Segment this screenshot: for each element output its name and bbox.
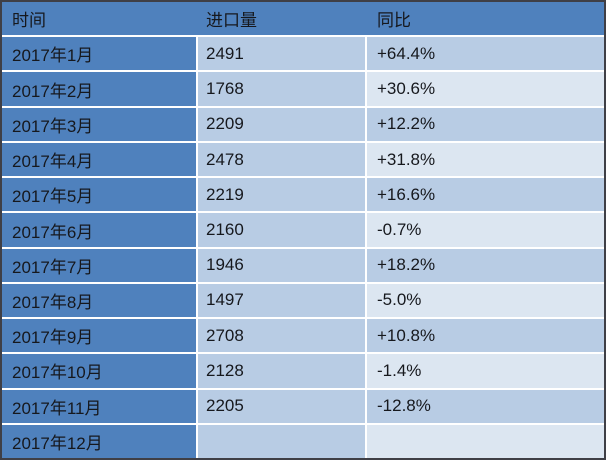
volume-cell: 2209 bbox=[198, 107, 365, 141]
time-cell: 2017年12月 bbox=[2, 424, 196, 459]
volume-cell: 2478 bbox=[198, 142, 365, 177]
time-cell: 2017年7月 bbox=[2, 248, 196, 282]
time-cell: 2017年2月 bbox=[2, 72, 196, 106]
yoy-cell: +18.2% bbox=[367, 248, 604, 282]
time-cell: 2017年11月 bbox=[2, 389, 196, 423]
time-cell: 2017年9月 bbox=[2, 319, 196, 353]
yoy-cell: +64.4% bbox=[367, 37, 604, 71]
table-row: 2017年5月 2219 +16.6% bbox=[2, 178, 604, 212]
column-header-import-volume: 进口量 bbox=[206, 11, 257, 31]
time-cell: 2017年6月 bbox=[2, 213, 196, 247]
table-row: 2017年12月 bbox=[2, 424, 604, 459]
yoy-cell: +12.2% bbox=[367, 107, 604, 141]
volume-cell: 2708 bbox=[198, 319, 365, 353]
volume-cell: 2491 bbox=[198, 37, 365, 71]
table-row: 2017年6月 2160 -0.7% bbox=[2, 213, 604, 247]
table-row: 2017年7月 1946 +18.2% bbox=[2, 248, 604, 282]
volume-cell: 2205 bbox=[198, 389, 365, 423]
volume-cell: 1497 bbox=[198, 283, 365, 318]
table-row: 2017年3月 2209 +12.2% bbox=[2, 107, 604, 141]
table-row: 2017年8月 1497 -5.0% bbox=[2, 283, 604, 318]
volume-cell: 1946 bbox=[198, 248, 365, 282]
column-header-yoy: 同比 bbox=[377, 11, 411, 31]
time-cell: 2017年8月 bbox=[2, 283, 196, 318]
table-row: 2017年10月 2128 -1.4% bbox=[2, 354, 604, 388]
yoy-cell bbox=[367, 424, 604, 459]
volume-cell bbox=[198, 424, 365, 459]
table-row: 2017年1月 2491 +64.4% bbox=[2, 37, 604, 71]
time-cell: 2017年3月 bbox=[2, 107, 196, 141]
volume-cell: 2160 bbox=[198, 213, 365, 247]
time-cell: 2017年4月 bbox=[2, 142, 196, 177]
yoy-cell: +16.6% bbox=[367, 178, 604, 212]
yoy-cell: +31.8% bbox=[367, 142, 604, 177]
table-row: 2017年11月 2205 -12.8% bbox=[2, 389, 604, 423]
yoy-cell: +10.8% bbox=[367, 319, 604, 353]
column-header-time: 时间 bbox=[12, 11, 46, 31]
yoy-cell: -0.7% bbox=[367, 213, 604, 247]
yoy-cell: +30.6% bbox=[367, 72, 604, 106]
yoy-cell: -12.8% bbox=[367, 389, 604, 423]
time-cell: 2017年10月 bbox=[2, 354, 196, 388]
table-header-row: 时间 进口量 同比 bbox=[2, 2, 604, 36]
yoy-cell: -5.0% bbox=[367, 283, 604, 318]
table-row: 2017年4月 2478 +31.8% bbox=[2, 142, 604, 177]
volume-cell: 2219 bbox=[198, 178, 365, 212]
table-row: 2017年2月 1768 +30.6% bbox=[2, 72, 604, 106]
volume-cell: 2128 bbox=[198, 354, 365, 388]
time-cell: 2017年5月 bbox=[2, 178, 196, 212]
table-row: 2017年9月 2708 +10.8% bbox=[2, 319, 604, 353]
time-cell: 2017年1月 bbox=[2, 37, 196, 71]
volume-cell: 1768 bbox=[198, 72, 365, 106]
yoy-cell: -1.4% bbox=[367, 354, 604, 388]
